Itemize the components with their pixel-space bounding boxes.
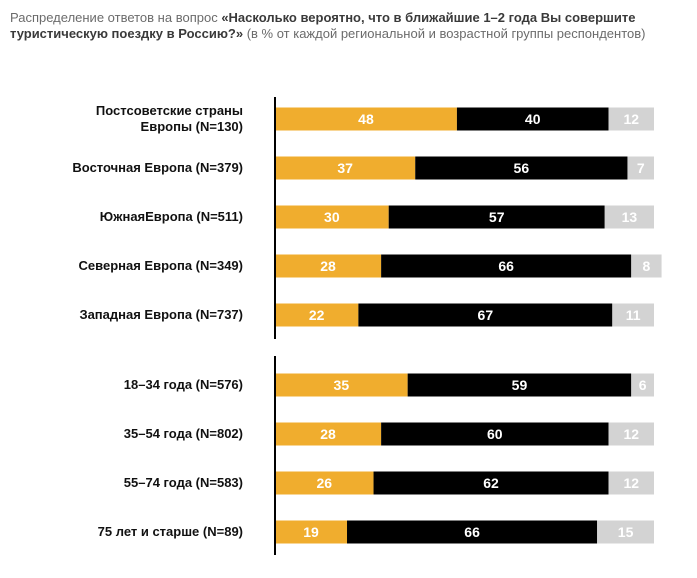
data-label: 66	[498, 258, 514, 274]
bar-segment	[275, 520, 348, 544]
bar-segment	[407, 373, 632, 397]
category-label: Западная Европа (N=737)	[79, 307, 243, 322]
bar-segment	[388, 205, 605, 229]
bar-segment	[358, 303, 613, 327]
data-label: 40	[525, 111, 541, 127]
data-label: 6	[639, 377, 647, 393]
category-label: 55–74 года (N=583)	[123, 475, 243, 490]
bar-segment	[275, 471, 374, 495]
data-label: 12	[623, 426, 639, 442]
data-label: 60	[487, 426, 503, 442]
data-label: 8	[643, 258, 651, 274]
category-label: ЮжнаяЕвропа (N=511)	[99, 209, 243, 224]
bar-segment	[631, 254, 662, 278]
title-note: (в % от каждой региональной и возрастной…	[243, 26, 646, 41]
category-label: Северная Европа (N=349)	[78, 258, 243, 273]
bar-segment	[456, 107, 609, 131]
data-label: 56	[514, 160, 530, 176]
title-text: Распределение ответов на вопрос	[10, 10, 222, 25]
data-label: 13	[622, 209, 638, 225]
bar-segment	[381, 422, 609, 446]
data-label: 28	[320, 426, 336, 442]
data-label: 19	[303, 524, 319, 540]
data-label: 12	[623, 111, 639, 127]
bar-segment	[373, 471, 609, 495]
bar-segment	[627, 156, 654, 180]
category-label: Восточная Европа (N=379)	[72, 160, 243, 175]
data-label: 66	[464, 524, 480, 540]
bar-segment	[631, 373, 654, 397]
data-label: 15	[618, 524, 634, 540]
data-label: 26	[316, 475, 332, 491]
title-question: «Насколько вероятно, что в ближайшие 1–2…	[10, 10, 636, 41]
data-label: 37	[337, 160, 353, 176]
bar-segment	[612, 303, 654, 327]
data-label: 12	[623, 475, 639, 491]
bar-segment	[608, 107, 654, 131]
data-label: 59	[512, 377, 528, 393]
category-label: 75 лет и старше (N=89)	[97, 524, 243, 539]
category-label: Постсоветские страны Европы (N=130)	[95, 103, 243, 134]
bar-segment	[604, 205, 654, 229]
bar-segment	[275, 422, 382, 446]
data-label: 30	[324, 209, 340, 225]
bar-segment	[275, 156, 416, 180]
data-label: 67	[478, 307, 494, 323]
data-label: 28	[320, 258, 336, 274]
bar-segment	[275, 107, 457, 131]
category-label: 18–34 года (N=576)	[123, 377, 243, 392]
bar-segment	[415, 156, 628, 180]
data-label: 35	[334, 377, 350, 393]
bar-segment	[608, 471, 654, 495]
bar-segment	[275, 373, 408, 397]
data-label: 48	[358, 111, 374, 127]
data-label: 22	[309, 307, 325, 323]
bar-segment	[275, 303, 359, 327]
category-label: 35–54 года (N=802)	[123, 426, 243, 441]
bar-segment	[608, 422, 654, 446]
bar-segment	[275, 205, 389, 229]
bar-segment	[275, 254, 382, 278]
data-label: 62	[483, 475, 499, 491]
bar-segment	[347, 520, 598, 544]
bar-segment	[381, 254, 632, 278]
chart-title: Распределение ответов на вопрос «Насколь…	[10, 10, 690, 42]
data-label: 11	[626, 307, 641, 323]
bar-segment	[597, 520, 654, 544]
data-label: 7	[637, 160, 645, 176]
data-label: 57	[489, 209, 505, 225]
